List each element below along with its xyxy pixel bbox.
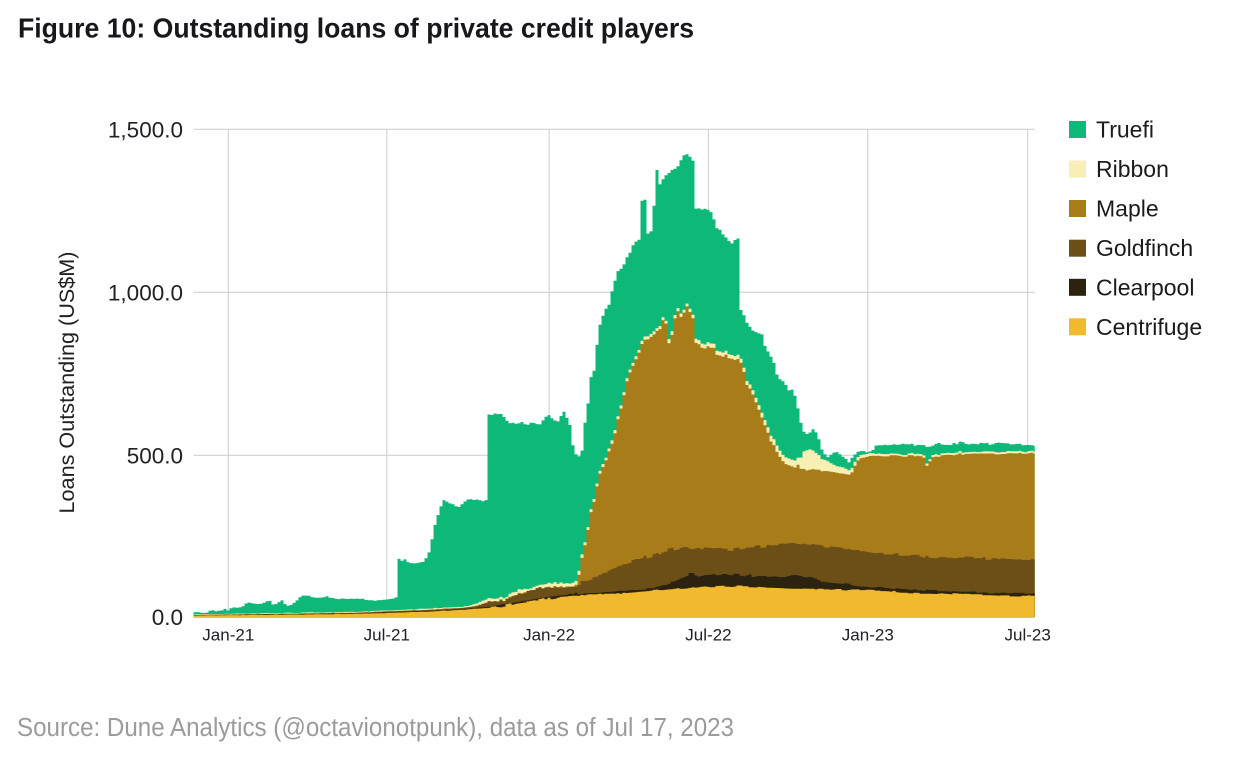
- svg-text:Figure 10: Outstanding loans o: Figure 10: Outstanding loans of private …: [18, 13, 694, 44]
- svg-text:Jul-21: Jul-21: [364, 626, 410, 645]
- svg-text:Jul-22: Jul-22: [685, 626, 731, 645]
- svg-text:1,500.0: 1,500.0: [108, 118, 183, 143]
- svg-text:Ribbon: Ribbon: [1096, 156, 1169, 182]
- svg-text:Maple: Maple: [1096, 196, 1159, 222]
- svg-text:Loans Outstanding (US$M): Loans Outstanding (US$M): [55, 252, 79, 514]
- svg-text:Jan-23: Jan-23: [842, 626, 894, 645]
- svg-text:Jan-22: Jan-22: [523, 626, 575, 645]
- svg-text:Truefi: Truefi: [1096, 117, 1154, 143]
- svg-text:Clearpool: Clearpool: [1096, 274, 1194, 300]
- svg-text:0.0: 0.0: [152, 605, 183, 630]
- svg-text:500.0: 500.0: [127, 444, 183, 469]
- svg-text:1,000.0: 1,000.0: [108, 281, 183, 306]
- svg-text:Jul-23: Jul-23: [1005, 626, 1051, 645]
- svg-text:Centrifuge: Centrifuge: [1096, 314, 1202, 340]
- svg-text:Source: Dune Analytics (@octav: Source: Dune Analytics (@octavionotpunk)…: [17, 714, 734, 742]
- svg-text:Goldfinch: Goldfinch: [1096, 235, 1193, 261]
- svg-text:Jan-21: Jan-21: [202, 626, 254, 645]
